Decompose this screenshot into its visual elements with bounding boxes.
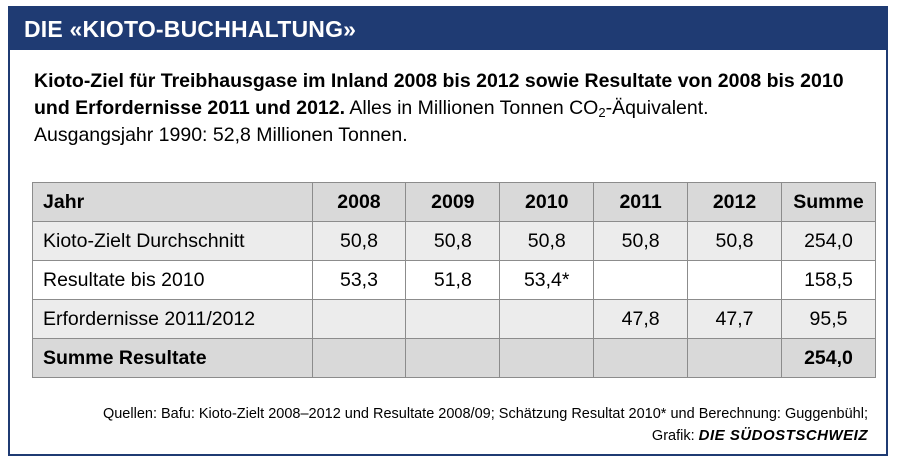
table-cell: 254,0 [780,221,877,261]
table-cell: 47,7 [687,299,782,339]
infographic-frame: DIE «KIOTO-BUCHHALTUNG» Kioto-Ziel für T… [8,6,888,456]
column-header: 2012 [687,182,782,222]
table-cell: 50,8 [405,221,501,261]
sources-text: Quellen: Bafu: Kioto-Zielt 2008–2012 und… [102,406,868,422]
table-cell [311,338,407,378]
table-cell [405,299,501,339]
table-cell: 53,4* [499,260,595,300]
table-row: Kioto-Zielt Durchschnitt 50,8 50,8 50,8 … [32,221,877,261]
column-header: 2009 [405,182,501,222]
intro-lead: Kioto-Ziel für Treibhausgase im Inland 2… [34,70,844,119]
table-cell [405,338,501,378]
source-footer: Quellen: Bafu: Kioto-Zielt 2008–2012 und… [103,403,868,447]
table-cell: 50,8 [593,221,689,261]
intro-baseline: Ausgangsjahr 1990: 52,8 Millionen Tonnen… [34,124,408,146]
column-header: 2011 [593,182,689,222]
column-header: Jahr [32,182,313,222]
table-cell: 50,8 [311,221,407,261]
table-cell [499,338,595,378]
intro-text: Kioto-Ziel für Treibhausgase im Inland 2… [34,68,874,149]
table-cell: 95,5 [780,299,877,339]
row-label: Kioto-Zielt Durchschnitt [32,221,313,261]
page-title: DIE «KIOTO-BUCHHALTUNG» [10,8,886,50]
row-label: Resultate bis 2010 [32,260,313,300]
kioto-table: Jahr 2008 2009 2010 2011 2012 Summe Kiot… [32,182,877,378]
intro-unit: Alles in Millionen Tonnen CO2-Äquivalent… [349,97,709,120]
table-header-row: Jahr 2008 2009 2010 2011 2012 Summe [32,182,877,222]
table-row: Resultate bis 2010 53,3 51,8 53,4* 158,5 [32,260,877,300]
table-cell [687,260,782,300]
table-cell: 254,0 [780,338,877,378]
table-cell: 53,3 [311,260,407,300]
table-cell [687,338,782,378]
column-header: Summe [780,182,877,222]
table-cell [499,299,595,339]
grafik-label: Grafik: [651,428,695,444]
row-label: Erfordernisse 2011/2012 [32,299,313,339]
publisher-logo: DIE SÜDOSTSCHWEIZ [698,427,868,444]
column-header: 2010 [499,182,595,222]
table-cell: 47,8 [593,299,689,339]
table-total-row: Summe Resultate 254,0 [32,338,877,378]
column-header: 2008 [311,182,407,222]
table-cell [593,260,689,300]
credit-line: Grafik: DIE SÜDOSTSCHWEIZ [103,425,868,447]
row-label: Summe Resultate [32,338,313,378]
table-cell [593,338,689,378]
table-cell: 158,5 [780,260,877,300]
table-cell [311,299,407,339]
table-cell: 50,8 [499,221,595,261]
table-cell: 51,8 [405,260,501,300]
table-row: Erfordernisse 2011/2012 47,8 47,7 95,5 [32,299,877,339]
table-cell: 50,8 [687,221,782,261]
